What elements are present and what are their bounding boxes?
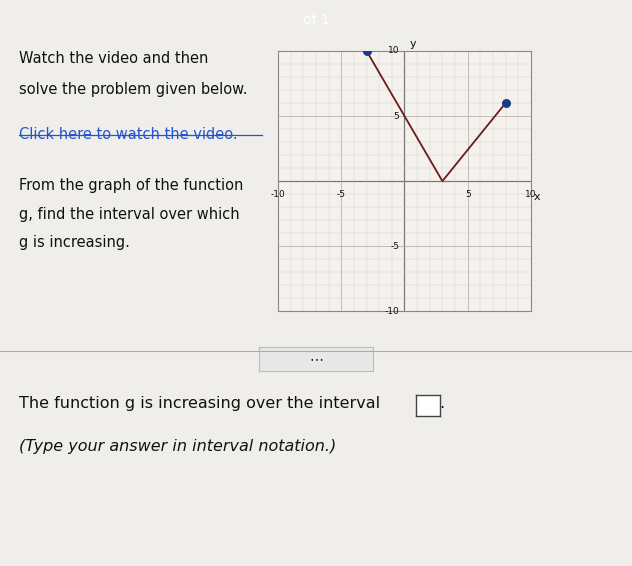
Text: 5: 5 bbox=[394, 112, 399, 121]
Text: g is increasing.: g is increasing. bbox=[19, 235, 130, 250]
Text: The function g is increasing over the interval: The function g is increasing over the in… bbox=[19, 396, 380, 411]
Text: Watch the video and then: Watch the video and then bbox=[19, 51, 209, 66]
Text: -10: -10 bbox=[270, 190, 286, 199]
Text: -5: -5 bbox=[391, 242, 399, 251]
Text: (Type your answer in interval notation.): (Type your answer in interval notation.) bbox=[19, 439, 336, 454]
Text: .: . bbox=[439, 396, 444, 411]
Text: y: y bbox=[410, 40, 416, 49]
Text: 10: 10 bbox=[388, 46, 399, 55]
Text: -5: -5 bbox=[337, 190, 346, 199]
Point bbox=[362, 46, 372, 55]
Text: 5: 5 bbox=[465, 190, 471, 199]
Text: x: x bbox=[534, 191, 540, 201]
Text: solve the problem given below.: solve the problem given below. bbox=[19, 82, 248, 97]
Point bbox=[501, 98, 511, 108]
Text: of 1: of 1 bbox=[303, 13, 329, 27]
Text: Click here to watch the video.: Click here to watch the video. bbox=[19, 127, 238, 143]
Text: ⋯: ⋯ bbox=[309, 352, 323, 366]
Text: 10: 10 bbox=[525, 190, 537, 199]
Text: From the graph of the function: From the graph of the function bbox=[19, 178, 243, 194]
Text: -10: -10 bbox=[385, 307, 399, 316]
Text: g, find the interval over which: g, find the interval over which bbox=[19, 207, 240, 222]
